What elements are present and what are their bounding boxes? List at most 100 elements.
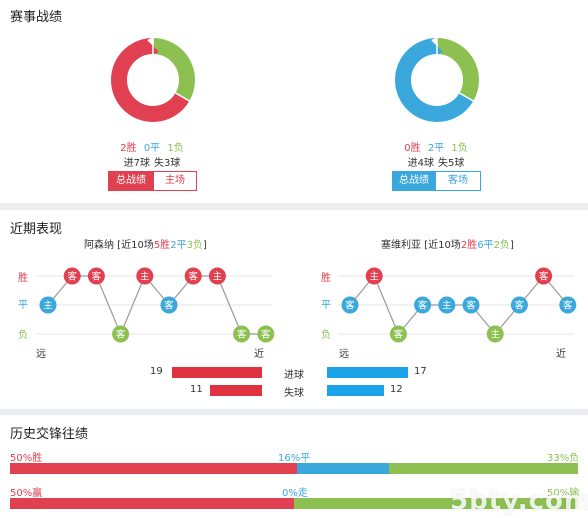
home-form-point: 客 xyxy=(257,325,275,343)
away-form-line xyxy=(349,274,569,336)
home-form-point: 客 xyxy=(160,296,178,314)
away-venue-record-button[interactable]: 客场 xyxy=(435,171,481,191)
home-form-point-venue: 客 xyxy=(261,329,271,341)
away-form-point-marker xyxy=(389,325,407,343)
history-handicap-push-label: 0%走 xyxy=(282,488,308,499)
history-handicap-win-label: 50%赢 xyxy=(10,488,43,499)
away-wins: 0胜 xyxy=(404,143,421,154)
away-form-point-venue: 主 xyxy=(369,271,379,283)
history-handicap-lose-label: 50%输 xyxy=(547,488,580,499)
home-form-line xyxy=(47,274,266,336)
away-ylabel-win: 胜 xyxy=(321,273,331,284)
home-form-point-marker xyxy=(87,267,105,285)
history-handicap-lose-bar xyxy=(294,498,578,509)
home-form-point: 客 xyxy=(233,325,251,343)
home-draws: 0平 xyxy=(143,143,161,154)
home-goals-conceded: 失3球 xyxy=(154,158,181,169)
away-form-point: 主 xyxy=(486,325,504,343)
history-section: 历史交锋往绩 50%胜 16%平 33%负 50%赢 0%走 50%输 5bty… xyxy=(0,415,588,518)
away-total-record-button[interactable]: 总战绩 xyxy=(392,171,436,191)
home-form-point-marker xyxy=(112,325,130,343)
home-form-point-venue: 主 xyxy=(213,271,223,283)
away-form-point-venue: 客 xyxy=(466,300,476,312)
home-conceded-value: 11 xyxy=(190,384,203,395)
away-goals-line: 进4球 失5球 xyxy=(366,154,506,169)
home-conceded-bar xyxy=(210,385,262,396)
watermark-logo: 5bty.com xyxy=(450,486,588,516)
home-axis-near: 近 xyxy=(254,349,264,360)
home-form-point-venue: 客 xyxy=(164,300,174,312)
home-form-point-venue: 客 xyxy=(116,329,126,341)
away-form-point-marker xyxy=(414,296,432,314)
home-record-donut xyxy=(111,38,195,122)
conceded-bar-label: 失球 xyxy=(284,388,304,399)
away-record-counts: 0胜 2平 1负 xyxy=(366,139,506,154)
history-win-label: 50%胜 xyxy=(10,453,43,464)
away-form-point-marker xyxy=(559,296,577,314)
away-form-point: 客 xyxy=(535,267,553,285)
season-record-title: 赛事战绩 xyxy=(10,10,63,25)
home-form-chart: 主客 客客主客客 主客客 xyxy=(36,267,275,343)
away-form-chart: 客主客客主客主客客客 xyxy=(338,267,577,343)
home-form-point: 主 xyxy=(39,296,57,314)
home-summary-losses: 3负 xyxy=(186,240,203,251)
away-axis-far: 远 xyxy=(339,349,349,360)
away-ylabel-loss: 负 xyxy=(321,330,331,341)
home-ylabel-win: 胜 xyxy=(18,273,28,284)
home-goals-line: 进7球 失3球 xyxy=(82,154,222,169)
home-ylabel-draw: 平 xyxy=(18,300,28,311)
home-form-point: 主 xyxy=(136,267,154,285)
home-form-point: 客 xyxy=(112,325,130,343)
home-form-point-venue: 主 xyxy=(140,271,150,283)
away-goals-value: 17 xyxy=(414,366,427,377)
away-form-point-marker xyxy=(365,267,383,285)
home-form-point: 客 xyxy=(87,267,105,285)
home-ylabel-loss: 负 xyxy=(18,330,28,341)
away-recent-summary: 塞维利亚 [近10场2胜6平2负] xyxy=(381,236,514,251)
home-wins: 2胜 xyxy=(120,143,137,154)
home-venue-record-button[interactable]: 主场 xyxy=(153,171,197,191)
home-record-counts: 2胜 0平 1负 xyxy=(82,139,222,154)
away-form-point-venue: 客 xyxy=(345,300,355,312)
history-loss-label: 33%负 xyxy=(547,453,580,464)
away-form-point: 客 xyxy=(510,296,528,314)
home-form-point: 客 xyxy=(184,267,202,285)
recent-form-title: 近期表现 xyxy=(10,222,63,237)
away-form-point-marker xyxy=(486,325,504,343)
home-summary-draws: 2平 xyxy=(170,240,187,251)
away-form-point: 客 xyxy=(414,296,432,314)
away-form-point-venue: 客 xyxy=(418,300,428,312)
home-form-point: 客 xyxy=(63,267,81,285)
away-form-point-venue: 客 xyxy=(539,271,549,283)
home-form-point-venue: 主 xyxy=(43,300,53,312)
recent-form-section: 近期表现 阿森纳 [近10场5胜2平3负] 塞维利亚 [近10场2胜6平2负] … xyxy=(0,210,588,409)
away-goals-conceded: 失5球 xyxy=(438,158,465,169)
away-ylabel-draw: 平 xyxy=(321,300,331,311)
home-form-point-marker xyxy=(63,267,81,285)
history-draw-label: 16%平 xyxy=(278,453,311,464)
away-form-point: 客 xyxy=(559,296,577,314)
history-handicap-win-bar xyxy=(10,498,294,509)
home-form-point-venue: 客 xyxy=(67,271,77,283)
away-form-point-venue: 客 xyxy=(563,300,573,312)
home-form-point-marker xyxy=(160,296,178,314)
away-form-point-marker xyxy=(438,296,456,314)
away-form-point: 主 xyxy=(365,267,383,285)
season-record-section: 赛事战绩 2胜 0平 1负 进7球 失3球 总战绩 主场 0胜 2平 1负 进4球… xyxy=(0,0,588,203)
away-axis-near: 近 xyxy=(556,349,566,360)
home-summary-suffix: ] xyxy=(202,240,207,251)
home-recent-summary: 阿森纳 [近10场5胜2平3负] xyxy=(84,236,207,251)
away-form-point-marker xyxy=(341,296,359,314)
home-form-point-marker xyxy=(136,267,154,285)
away-form-point-venue: 主 xyxy=(490,329,500,341)
home-summary-wins: 5胜 xyxy=(153,240,171,251)
away-draws: 2平 xyxy=(427,143,445,154)
away-form-point-venue: 主 xyxy=(442,300,452,312)
history-win-bar xyxy=(10,463,297,474)
home-total-record-button[interactable]: 总战绩 xyxy=(108,171,154,191)
away-summary-suffix: ] xyxy=(509,240,514,251)
away-summary-wins: 2胜 xyxy=(460,240,478,251)
home-form-point-marker xyxy=(184,267,202,285)
home-axis-far: 远 xyxy=(36,349,46,360)
home-goals-bar xyxy=(172,367,262,378)
